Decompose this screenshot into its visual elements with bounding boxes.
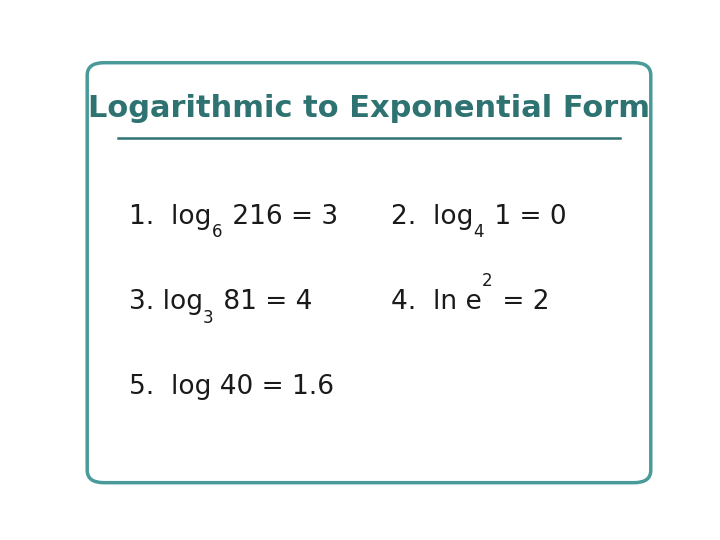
- Text: 6: 6: [212, 224, 222, 241]
- Text: 2: 2: [482, 272, 492, 290]
- Text: = 2: = 2: [494, 289, 549, 315]
- Text: 81 = 4: 81 = 4: [215, 289, 312, 315]
- Text: 5.  log 40 = 1.6: 5. log 40 = 1.6: [129, 374, 334, 400]
- Text: Logarithmic to Exponential Form: Logarithmic to Exponential Form: [88, 94, 650, 123]
- Text: 1.  log: 1. log: [129, 204, 212, 230]
- Text: 1 = 0: 1 = 0: [486, 204, 567, 230]
- Text: 3. log: 3. log: [129, 289, 203, 315]
- FancyBboxPatch shape: [87, 63, 651, 483]
- Text: 4.  ln e: 4. ln e: [392, 289, 482, 315]
- Text: 3: 3: [203, 308, 214, 327]
- Text: 2.  log: 2. log: [392, 204, 474, 230]
- Text: 216 = 3: 216 = 3: [224, 204, 338, 230]
- Text: 4: 4: [474, 224, 484, 241]
